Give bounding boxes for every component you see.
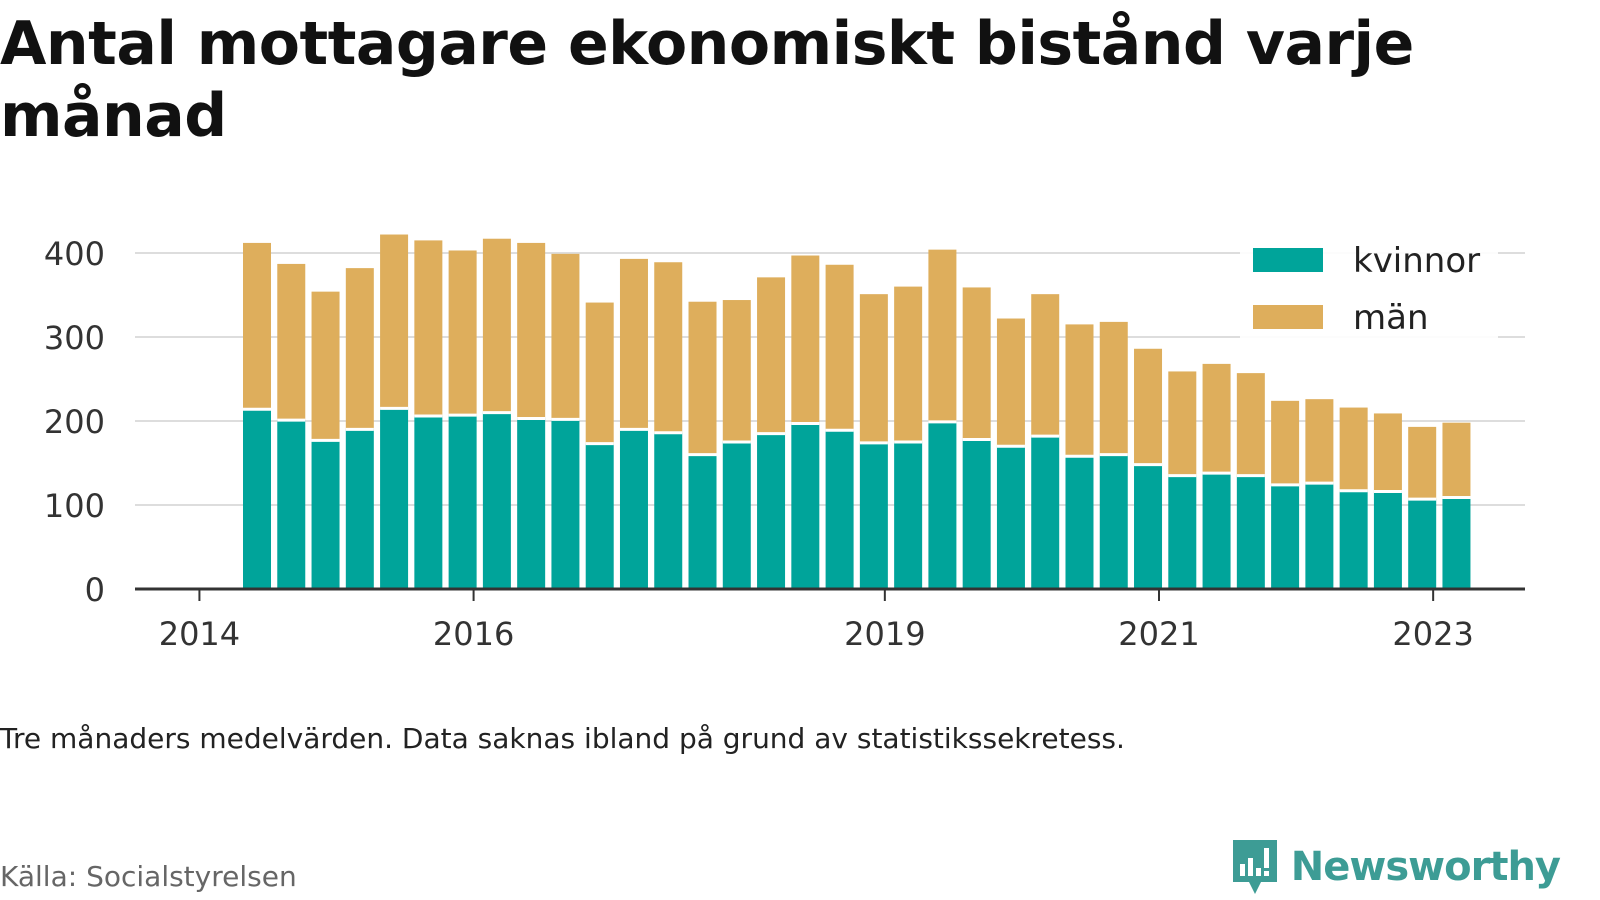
bar-kvinnor [448,415,477,589]
x-tick-label: 2023 [1392,615,1473,653]
source-note: Källa: Socialstyrelsen [0,860,297,893]
bar-kvinnor [380,408,409,589]
bar-kvinnor [1373,491,1402,589]
bar-man [585,302,614,444]
bar-kvinnor [1202,473,1231,589]
bar-man [517,242,546,419]
bar-kvinnor [654,432,683,589]
legend-label: kvinnor [1353,241,1480,281]
x-tick-label: 2019 [844,615,925,653]
bar-kvinnor [585,443,614,589]
bar-man [345,268,374,430]
bar-kvinnor [1442,497,1471,589]
bar-man [1202,363,1231,474]
bar-man [962,287,991,440]
bar-man [825,264,854,431]
legend-swatch [1253,248,1323,272]
brand-name: Newsworthy [1290,844,1561,890]
bar-kvinnor [1408,499,1437,589]
bar-man [791,255,820,424]
bar-kvinnor [1065,456,1094,589]
legend-swatch [1253,305,1323,329]
bar-kvinnor [962,439,991,589]
bar-man [1134,348,1163,465]
bar-kvinnor [722,442,751,589]
bar-kvinnor [859,442,888,589]
bar-man [928,249,957,422]
bar-man [1065,324,1094,457]
axes: 0 100 200 300 400 2014 2016 2019 2021 2023 [44,235,1525,653]
y-tick-label: 100 [44,487,105,525]
bar-kvinnor [551,419,580,589]
bar-man [1408,426,1437,500]
bar-man [1236,373,1265,476]
bar-kvinnor [928,421,957,589]
bar-kvinnor [1305,483,1334,589]
y-tick-label: 300 [44,319,105,357]
bar-kvinnor [414,415,443,589]
bar-man [1305,399,1334,484]
bar-man [859,294,888,443]
bar-man [996,318,1025,447]
bar-kvinnor [277,420,306,589]
bar-kvinnor [894,442,923,589]
bar-man [1339,407,1368,491]
bar-man [311,291,340,441]
bar-kvinnor [517,418,546,589]
bar-kvinnor [1099,454,1128,589]
bar-man [277,263,306,421]
bar-kvinnor [619,429,648,589]
y-tick-label: 200 [44,403,105,441]
newsworthy-logo-icon [1232,840,1277,894]
bar-man [1373,413,1402,492]
bar-man [551,253,580,420]
x-tick-label: 2014 [159,615,240,653]
legend-label: män [1353,298,1429,338]
bar-kvinnor [311,440,340,589]
bar-man [757,277,786,434]
bar-man [722,300,751,442]
bar-kvinnor [243,409,272,589]
bar-man [243,242,272,410]
bar-man [688,301,717,455]
legend: kvinnor män [1240,232,1498,352]
bar-man [1031,294,1060,437]
y-tick-label: 400 [44,235,105,273]
bar-man [414,240,443,416]
bar-man [654,262,683,433]
bar-man [619,258,648,430]
brand-logo: Newsworthy [1229,838,1561,896]
bar-man [1099,321,1128,455]
bar-kvinnor [688,454,717,589]
bar-man [894,286,923,442]
bar-kvinnor [345,429,374,589]
bar-kvinnor [996,446,1025,589]
bar-man [380,234,409,409]
x-tick-label: 2021 [1118,615,1199,653]
bar-kvinnor [757,433,786,589]
bar-kvinnor [1168,475,1197,589]
x-tick-label: 2016 [433,615,514,653]
chart-caption: Tre månaders medelvärden. Data saknas ib… [0,722,1125,755]
bar-man [1442,422,1471,498]
bar-kvinnor [791,423,820,589]
bar-man [482,238,511,413]
bar-kvinnor [1271,484,1300,589]
bar-man [448,250,477,416]
y-tick-label: 0 [85,571,105,609]
bar-man [1271,400,1300,485]
bar-kvinnor [1134,464,1163,589]
bar-man [1168,371,1197,476]
chart-title: Antal mottagare ekonomiskt bistånd varje… [0,9,1414,151]
bar-kvinnor [1339,490,1368,589]
bars [243,234,1471,589]
bar-kvinnor [1031,436,1060,589]
bar-kvinnor [1236,475,1265,589]
bar-kvinnor [482,412,511,589]
bar-kvinnor [825,430,854,589]
